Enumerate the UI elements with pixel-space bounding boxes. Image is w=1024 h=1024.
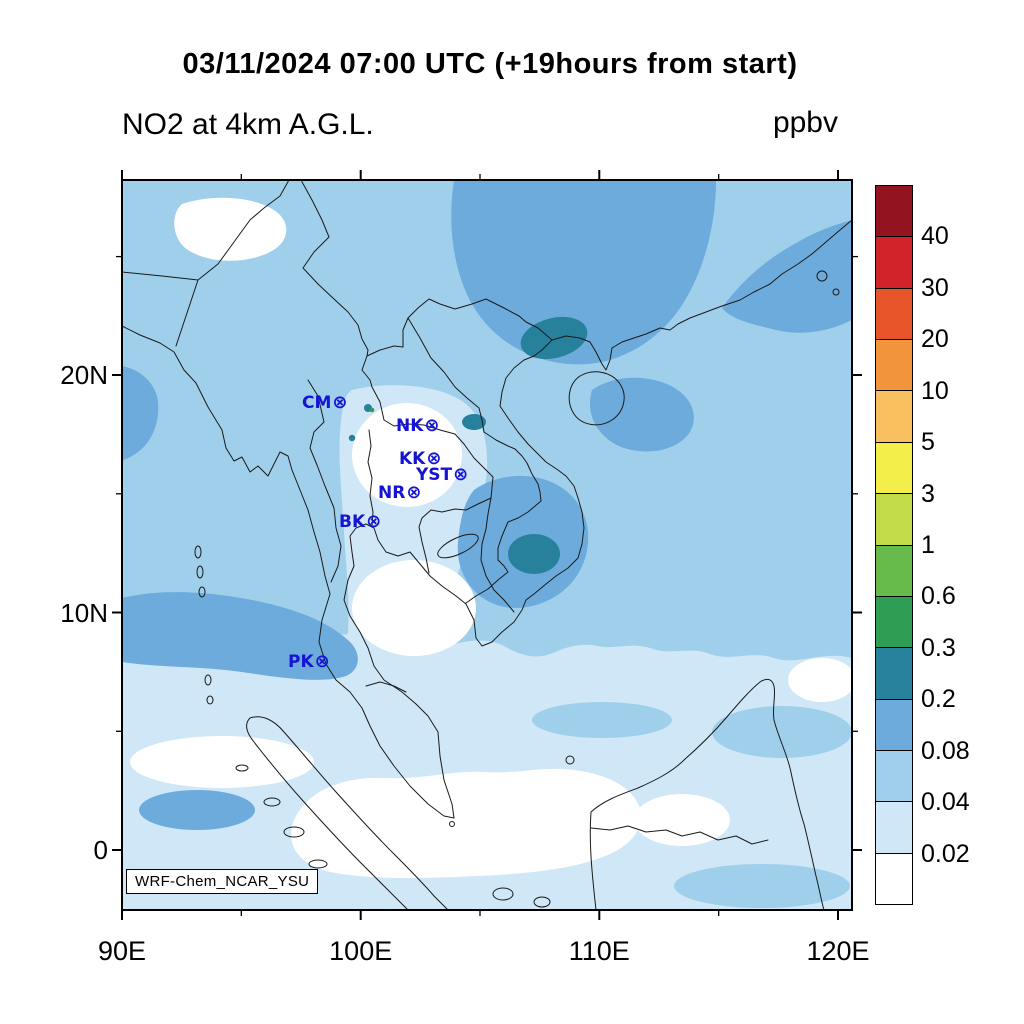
colorbar-tick-label: 40: [921, 222, 949, 251]
colorbar-cell: [876, 288, 912, 341]
colorbar-tick-label: 0.02: [921, 839, 970, 868]
colorbar-tick-label: 1: [921, 531, 935, 559]
y-axis-label: 10N: [60, 597, 108, 628]
x-axis-label: 100E: [329, 936, 393, 966]
colorbar-cell: [876, 648, 912, 700]
map-panel: CM ⊗ NK ⊗ KK ⊗ YST ⊗ NR ⊗ BK ⊗ PK ⊗ WRF-Chem_NCAR_YSU: [112, 170, 862, 920]
station-pk: PK ⊗: [288, 651, 330, 673]
station-label: NR: [378, 483, 406, 503]
field-dark-cambodia: [508, 534, 560, 574]
variable-title: NO2 at 4km A.G.L.: [122, 108, 374, 141]
colorbar-cell: [876, 340, 912, 392]
colorbar-tick-label: 3: [921, 479, 935, 508]
timestamp-title: 03/11/2024 07:00 UTC (+19hours from star…: [182, 48, 798, 80]
station-label: KK: [399, 449, 426, 469]
station-kk: KK ⊗: [399, 448, 442, 470]
station-label: PK: [288, 652, 314, 672]
field-white-southeast: [634, 794, 730, 846]
coastlines-layer: [121, 179, 853, 911]
small-islands: [194, 270, 840, 908]
station-label: NK: [396, 416, 424, 436]
field-light-blob-2: [712, 706, 852, 758]
station-marker-icon: ⊗: [314, 651, 330, 672]
field-white-south: [291, 768, 642, 878]
colorbar-tick-label: 30: [921, 273, 949, 302]
sumatra-island: [246, 716, 449, 911]
field-dark-small: [462, 414, 486, 430]
colorbar-cell: [876, 237, 912, 289]
hainan-island: [568, 371, 625, 426]
field-white-thailand: [352, 403, 462, 507]
station-marker-icon: ⊗: [426, 448, 442, 469]
units-label: ppbv: [772, 106, 838, 139]
station-label: CM: [302, 393, 332, 413]
colorbar-cell: [876, 391, 912, 443]
colorbar-tick-label: 20: [921, 325, 949, 354]
station-bk: BK ⊗: [339, 511, 382, 533]
no2-field-layer: [122, 180, 856, 910]
x-axis-label: 90E: [97, 936, 147, 966]
colorbar-tick-label: 0.2: [921, 685, 956, 714]
station-label: YST: [416, 465, 453, 485]
colorbar-cell: [876, 750, 912, 803]
colorbar-tick-label: 0.08: [921, 736, 970, 765]
colorbar-tick-label: 0.3: [921, 633, 956, 662]
colorbar-cell: [876, 186, 912, 238]
model-label: WRF-Chem_NCAR_YSU: [126, 869, 319, 894]
station-marker-icon: ⊗: [332, 392, 348, 413]
field-medium-leftedge: [122, 366, 159, 460]
station-yst: YST ⊗: [416, 464, 469, 486]
colorbar-cell: [876, 802, 912, 854]
mainland-coastline: [121, 219, 853, 819]
field-medium-laos: [589, 377, 694, 452]
colorbar-tick-label: 0.04: [921, 788, 970, 817]
x-axis-label: 110E: [568, 936, 630, 966]
station-marker-icon: ⊗: [453, 464, 469, 485]
y-axis-label: 20N: [60, 360, 108, 390]
station-nr: NR ⊗: [378, 482, 422, 504]
colorbar-cell: [876, 442, 912, 495]
station-label: BK: [339, 512, 366, 532]
station-marker-icon: ⊗: [366, 511, 382, 532]
colorbar-cell: [876, 494, 912, 546]
x-axis-label: 120E: [806, 936, 870, 966]
field-medium-bottomleft: [139, 790, 255, 830]
colorbar-cell: [876, 545, 912, 597]
map-frame: [121, 179, 853, 911]
colorbar: [875, 185, 913, 905]
field-dark-dot-sw: [348, 434, 356, 442]
field-white-gulf: [352, 560, 476, 656]
colorbar-tick-label: 5: [921, 428, 935, 457]
field-white-right: [788, 658, 856, 702]
colorbar-cell: [876, 699, 912, 751]
colorbar-cell: [876, 596, 912, 649]
map-svg: [112, 170, 862, 920]
field-light-blob-1: [532, 702, 672, 738]
field-green-dot-cm: [369, 407, 375, 413]
station-cm: CM ⊗: [302, 392, 348, 414]
station-nk: NK ⊗: [396, 415, 440, 437]
colorbar-tick-label: 0.6: [921, 582, 956, 611]
colorbar-tick-label: 10: [921, 376, 949, 405]
station-marker-icon: ⊗: [424, 415, 440, 436]
field-white-lowerleft: [130, 736, 314, 788]
field-medium-lowerleft-band: [122, 592, 358, 680]
station-marker-icon: ⊗: [406, 482, 422, 503]
colorbar-cell: [876, 853, 912, 905]
y-axis-label: 0: [93, 835, 108, 865]
field-light-blob-3: [674, 864, 850, 908]
borders: [121, 179, 769, 845]
field-medium-topcenter: [451, 180, 716, 365]
